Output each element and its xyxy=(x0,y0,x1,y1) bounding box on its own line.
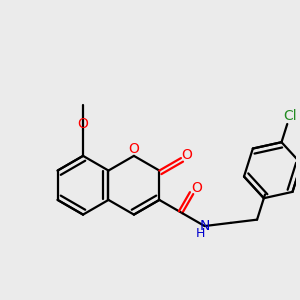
Text: O: O xyxy=(181,148,192,162)
Text: O: O xyxy=(128,142,139,156)
Text: O: O xyxy=(78,117,88,130)
Text: O: O xyxy=(191,182,202,196)
Text: Cl: Cl xyxy=(283,109,297,123)
Text: H: H xyxy=(196,227,205,240)
Text: N: N xyxy=(200,219,210,233)
